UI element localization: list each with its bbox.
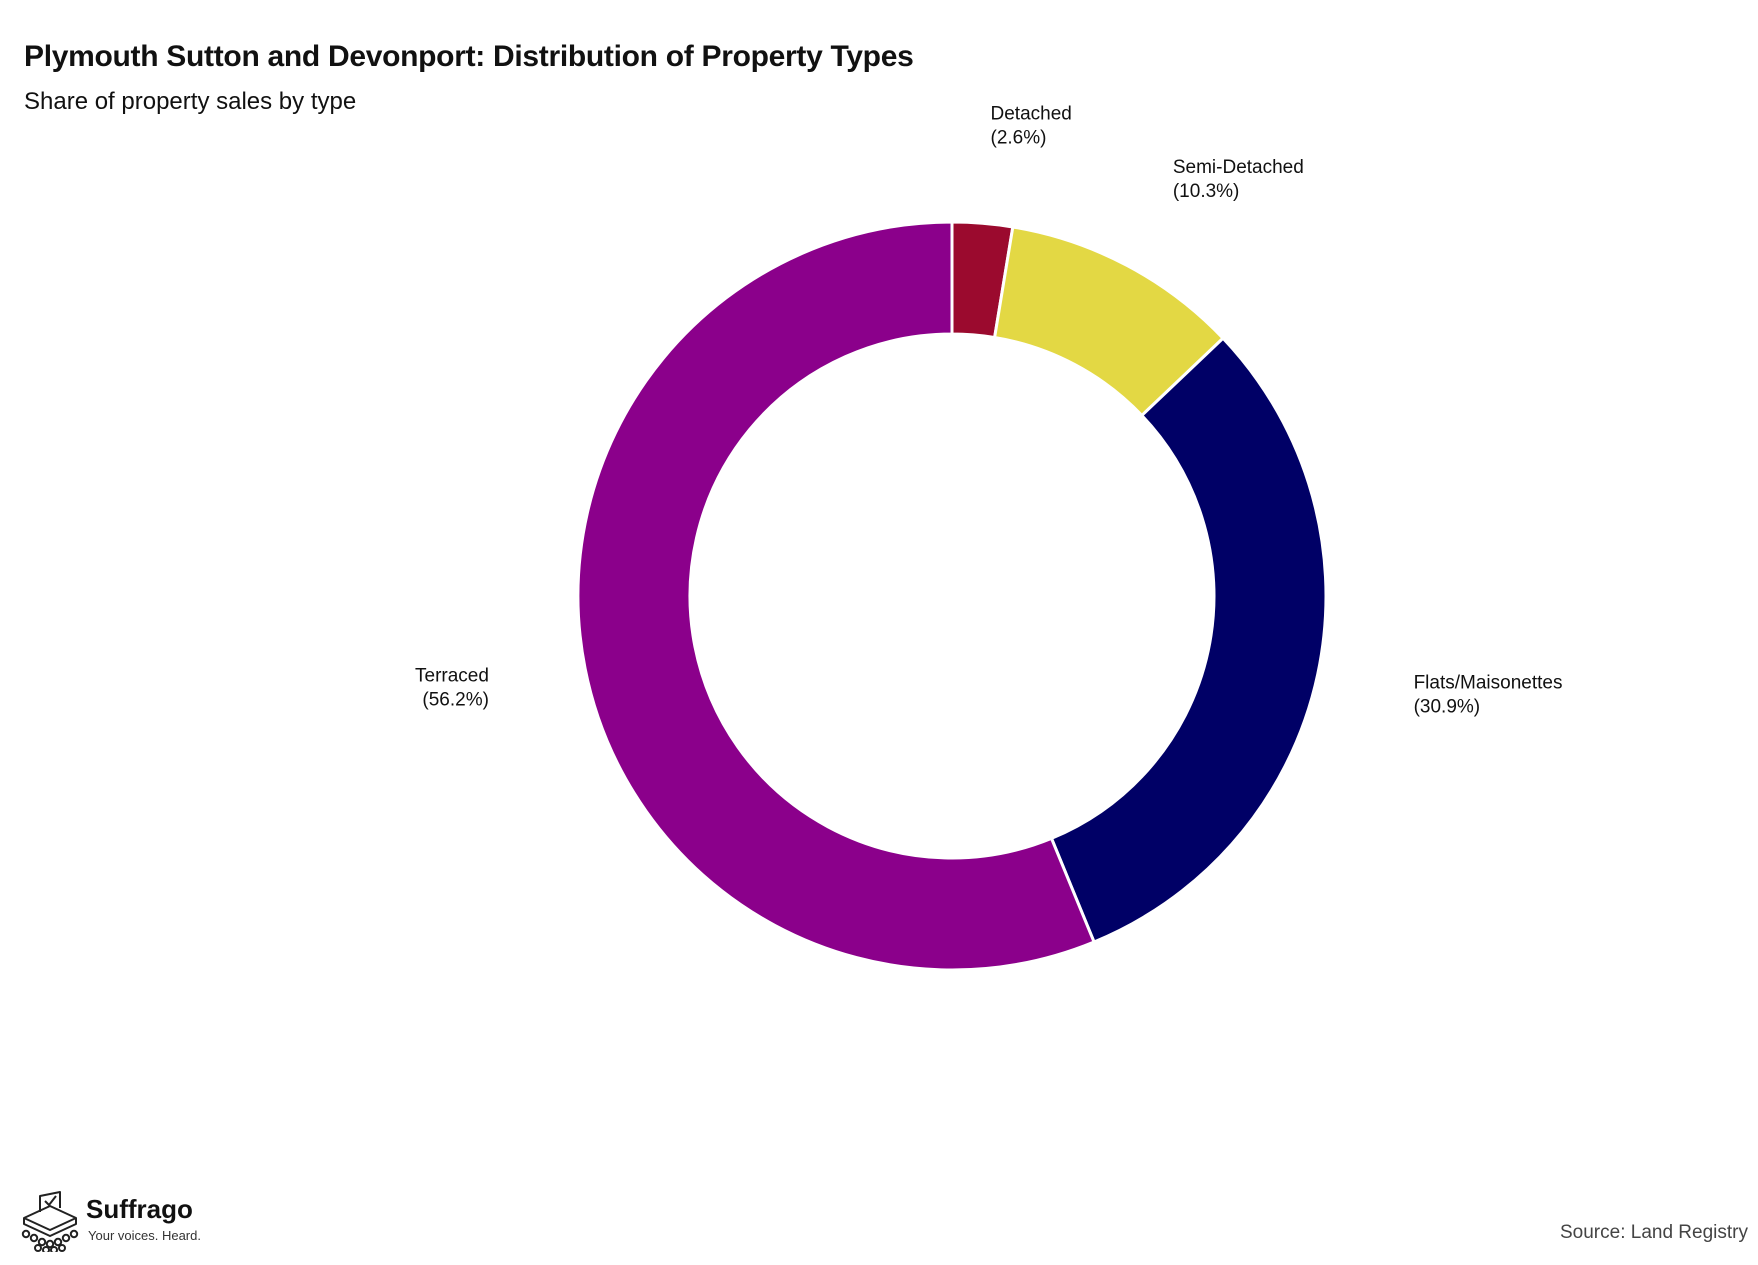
- slice-label-value: (30.9%): [1414, 697, 1481, 718]
- brand-tagline: Your voices. Heard.: [88, 1228, 201, 1243]
- brand-name: Suffrago: [86, 1194, 193, 1224]
- slice-flats-maisonettes: [1049, 336, 1328, 944]
- slice-label-flats-maisonettes: Flats/Maisonettes (30.9%): [1414, 673, 1563, 718]
- slice-label-value: (2.6%): [991, 128, 1047, 149]
- slice-label-name: Detached: [991, 104, 1072, 125]
- donut-labels: Detached (2.6%) Semi-Detached (10.3%) Flats/…: [415, 104, 1562, 718]
- ballot-box-logo-icon: [21, 1191, 79, 1252]
- chart-subtitle: Share of property sales by type: [24, 88, 357, 115]
- slice-label-name: Flats/Maisonettes: [1414, 673, 1563, 694]
- slice-label-value: (10.3%): [1173, 181, 1240, 202]
- donut-slices: [576, 220, 1328, 972]
- slice-label-name: Terraced: [415, 665, 489, 686]
- brand-block: Suffrago Your voices. Heard.: [16, 1190, 276, 1252]
- slice-label-terraced: Terraced (56.2%): [415, 665, 489, 710]
- source-note: Source: Land Registry: [1560, 1222, 1748, 1243]
- slice-label-semi-detached: Semi-Detached (10.3%): [1173, 157, 1304, 202]
- slice-label-detached: Detached (2.6%): [991, 104, 1072, 149]
- chart-title: Plymouth Sutton and Devonport: Distribut…: [24, 40, 914, 73]
- slice-label-name: Semi-Detached: [1173, 157, 1304, 178]
- slice-label-value: (56.2%): [422, 689, 489, 710]
- slice-terraced: [576, 220, 1096, 972]
